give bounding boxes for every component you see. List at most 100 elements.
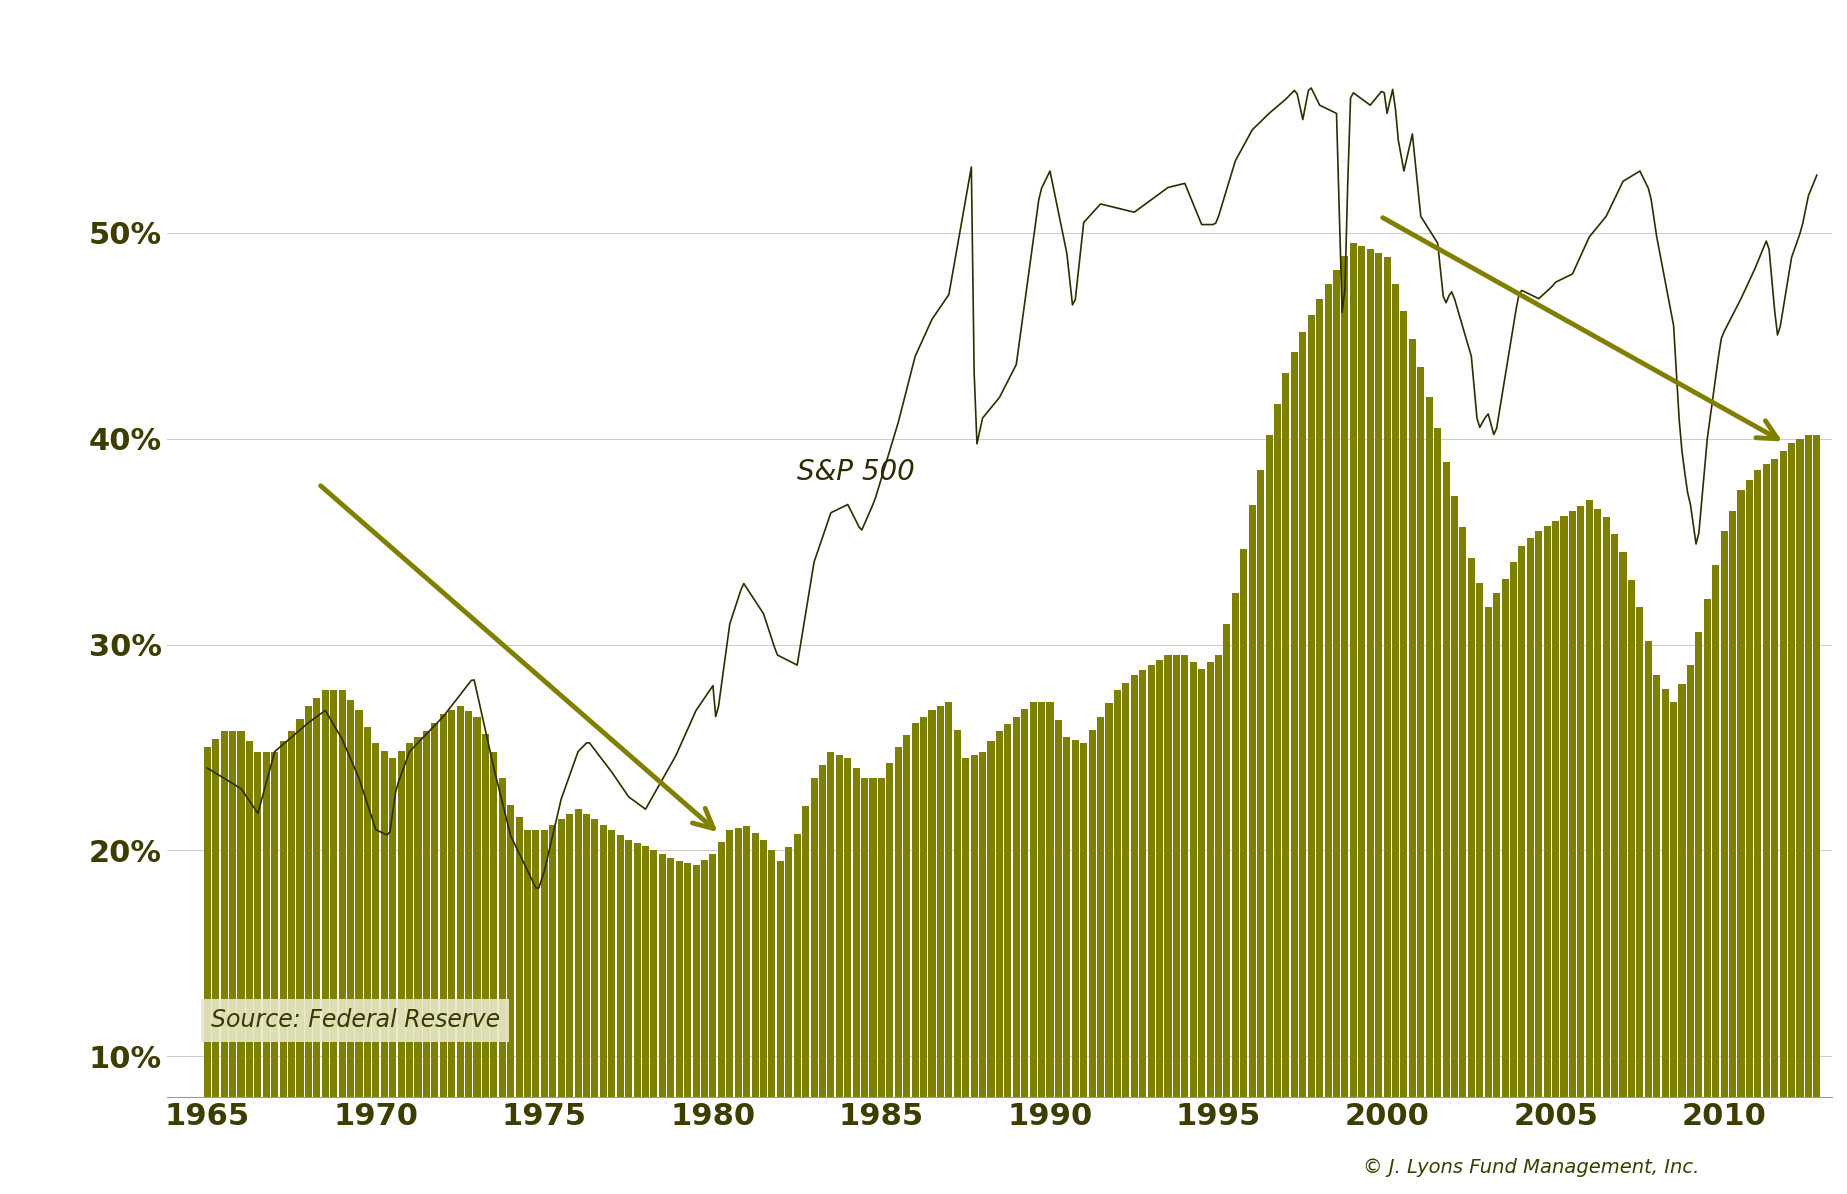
Bar xyxy=(920,716,927,1097)
Bar xyxy=(1696,632,1703,1097)
Bar xyxy=(693,864,700,1097)
Text: Source: Federal Reserve: Source: Federal Reserve xyxy=(211,1009,501,1033)
Bar xyxy=(887,763,894,1097)
Bar xyxy=(1317,298,1322,1097)
Bar xyxy=(702,860,707,1097)
Bar xyxy=(953,730,960,1097)
Bar xyxy=(423,731,430,1097)
Bar xyxy=(1679,684,1686,1097)
Bar xyxy=(1291,352,1298,1097)
Bar xyxy=(1527,538,1533,1097)
Bar xyxy=(1417,367,1424,1097)
Bar xyxy=(1334,270,1341,1097)
Bar xyxy=(482,734,489,1097)
Bar xyxy=(1038,702,1045,1097)
Bar xyxy=(347,700,355,1097)
Bar xyxy=(321,690,329,1097)
Bar xyxy=(406,744,414,1097)
Bar xyxy=(338,690,345,1097)
Bar xyxy=(1476,583,1483,1097)
Bar xyxy=(229,731,236,1097)
Bar xyxy=(567,814,573,1097)
Bar xyxy=(246,741,253,1097)
Bar xyxy=(1215,654,1223,1097)
Bar xyxy=(870,778,877,1097)
Bar xyxy=(414,737,421,1097)
Bar xyxy=(584,814,589,1097)
Bar xyxy=(946,702,953,1097)
Bar xyxy=(718,842,724,1097)
Bar xyxy=(844,758,851,1097)
Bar xyxy=(1594,509,1601,1097)
Bar xyxy=(1485,608,1492,1097)
Bar xyxy=(1021,709,1029,1097)
Bar xyxy=(1611,535,1618,1097)
Bar xyxy=(608,830,615,1097)
Bar xyxy=(288,731,296,1097)
Bar xyxy=(1551,521,1559,1097)
Bar xyxy=(811,778,818,1097)
Bar xyxy=(1140,670,1147,1097)
Bar xyxy=(297,719,303,1097)
Bar xyxy=(742,826,750,1097)
Bar xyxy=(1603,517,1611,1097)
Bar xyxy=(1367,250,1374,1097)
Bar xyxy=(541,830,549,1097)
Bar xyxy=(355,710,362,1097)
Bar xyxy=(676,861,683,1097)
Bar xyxy=(1433,429,1441,1097)
Bar xyxy=(1443,462,1450,1097)
Bar xyxy=(1383,258,1391,1097)
Bar xyxy=(1173,654,1180,1097)
Bar xyxy=(331,690,338,1097)
Bar xyxy=(1771,460,1779,1097)
Bar xyxy=(962,758,970,1097)
Bar xyxy=(1620,552,1627,1097)
Bar xyxy=(1518,546,1526,1097)
Bar xyxy=(1797,438,1803,1097)
Bar xyxy=(440,714,447,1097)
Bar xyxy=(1468,558,1476,1097)
Bar xyxy=(1636,608,1644,1097)
Bar xyxy=(1156,660,1164,1097)
Bar xyxy=(456,707,464,1097)
Bar xyxy=(1781,451,1786,1097)
Bar xyxy=(1232,593,1239,1097)
Bar xyxy=(1206,661,1213,1097)
Bar xyxy=(794,833,802,1097)
Bar xyxy=(473,716,480,1097)
Bar xyxy=(1182,654,1188,1097)
Bar xyxy=(1511,562,1516,1097)
Bar xyxy=(1308,315,1315,1097)
Bar xyxy=(1762,464,1769,1097)
Bar xyxy=(1249,505,1256,1097)
Bar xyxy=(894,747,901,1097)
Bar xyxy=(238,731,244,1097)
Bar xyxy=(1686,665,1694,1097)
Bar xyxy=(709,855,717,1097)
Bar xyxy=(364,727,371,1097)
Bar xyxy=(1350,244,1358,1097)
Bar xyxy=(532,830,539,1097)
Bar xyxy=(683,863,691,1097)
Bar xyxy=(853,768,859,1097)
Bar xyxy=(465,712,473,1097)
Bar xyxy=(1653,676,1660,1097)
Text: S&P 500: S&P 500 xyxy=(798,457,914,486)
Bar xyxy=(1241,549,1247,1097)
Bar xyxy=(1199,669,1206,1097)
Bar xyxy=(1005,724,1012,1097)
Bar xyxy=(972,755,977,1097)
Bar xyxy=(314,698,320,1097)
Bar xyxy=(390,758,397,1097)
Bar xyxy=(624,841,632,1097)
Bar xyxy=(1064,737,1071,1097)
Bar xyxy=(272,751,279,1097)
Bar xyxy=(1452,497,1457,1097)
Bar xyxy=(1568,511,1575,1097)
Bar xyxy=(979,751,986,1097)
Bar xyxy=(1012,716,1020,1097)
Bar xyxy=(617,835,624,1097)
Bar xyxy=(1106,703,1112,1097)
Bar xyxy=(212,739,220,1097)
